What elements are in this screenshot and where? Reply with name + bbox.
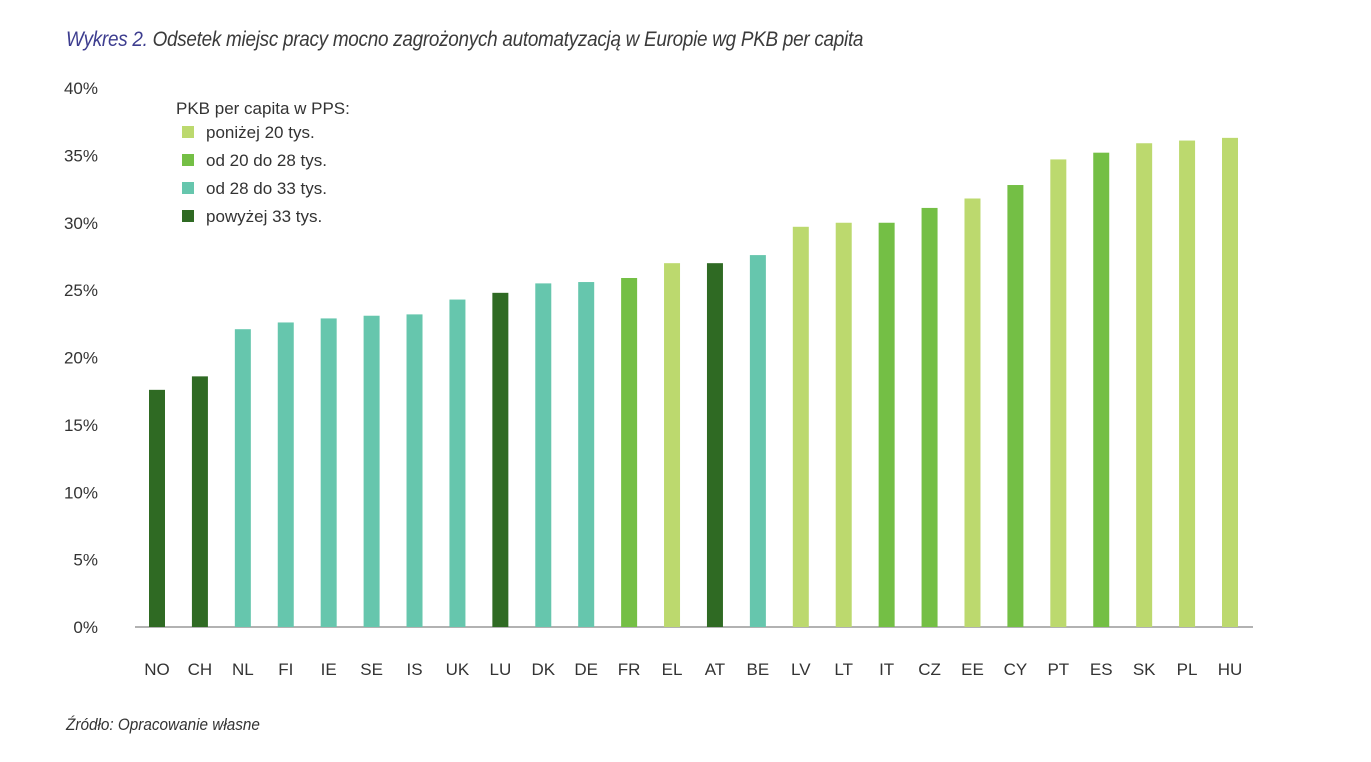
bar-sk: [1136, 143, 1153, 627]
x-tick-label: CY: [1004, 660, 1028, 679]
legend-label: poniżej 20 tys.: [206, 123, 315, 142]
legend-label: od 28 do 33 tys.: [206, 179, 327, 198]
x-tick-label: IT: [879, 660, 894, 679]
legend-title: PKB per capita w PPS:: [176, 99, 350, 118]
x-tick-label: PT: [1047, 660, 1069, 679]
bar-be: [749, 255, 766, 627]
bar-lv: [792, 226, 809, 628]
x-tick-label: SK: [1133, 660, 1156, 679]
legend-swatch-upper: [182, 182, 194, 194]
x-tick-label: NO: [144, 660, 170, 679]
x-tick-label: EE: [961, 660, 984, 679]
x-tick-label: LU: [489, 660, 511, 679]
y-tick-label: 0%: [73, 618, 98, 637]
bar-pt: [1050, 159, 1067, 628]
bar-ie: [320, 318, 337, 627]
x-tick-label: IE: [321, 660, 337, 679]
x-tick-label: BE: [747, 660, 770, 679]
bar-lt: [835, 222, 852, 627]
source-note: Źródło: Opracowanie własne: [66, 715, 260, 734]
y-tick-label: 20%: [64, 349, 98, 368]
y-tick-label: 10%: [64, 483, 98, 502]
x-tick-label: PL: [1177, 660, 1198, 679]
x-tick-label: LT: [834, 660, 853, 679]
bar-dk: [535, 283, 552, 627]
x-tick-label: DK: [531, 660, 555, 679]
bar-nl: [234, 329, 251, 627]
x-tick-label: CZ: [918, 660, 941, 679]
bar-ee: [964, 198, 981, 627]
x-tick-label: LV: [791, 660, 811, 679]
chart-title: Wykres 2. Odsetek miejsc pracy mocno zag…: [66, 28, 864, 51]
legend-swatch-mid: [182, 154, 194, 166]
bar-pl: [1179, 140, 1196, 628]
bar-it: [878, 222, 895, 627]
bar-cz: [921, 207, 938, 628]
y-tick-label: 15%: [64, 416, 98, 435]
y-tick-label: 35%: [64, 146, 98, 165]
bar-cy: [1007, 185, 1024, 627]
x-tick-label: FR: [618, 660, 641, 679]
bar-es: [1093, 152, 1110, 627]
bar-is: [406, 314, 423, 627]
y-tick-label: 5%: [73, 551, 98, 570]
bar-se: [363, 315, 380, 627]
x-tick-label: EL: [662, 660, 683, 679]
bar-fi: [277, 322, 294, 627]
y-tick-label: 40%: [64, 79, 98, 98]
x-tick-label: NL: [232, 660, 254, 679]
bar-no: [149, 389, 165, 627]
legend-swatch-high: [182, 210, 194, 222]
x-tick-label: DE: [574, 660, 598, 679]
bar-de: [578, 282, 595, 627]
bar-hu: [1222, 137, 1238, 628]
bar-ch: [191, 376, 208, 627]
legend-swatch-low: [182, 126, 194, 138]
bar-at: [706, 263, 723, 627]
x-tick-label: FI: [278, 660, 293, 679]
x-tick-label: UK: [446, 660, 470, 679]
x-tick-label: SE: [360, 660, 383, 679]
x-tick-label: ES: [1090, 660, 1113, 679]
x-tick-label: CH: [188, 660, 213, 679]
legend-label: powyżej 33 tys.: [206, 207, 322, 226]
legend-label: od 20 do 28 tys.: [206, 151, 327, 170]
y-tick-label: 25%: [64, 281, 98, 300]
bar-el: [664, 263, 681, 627]
bar-uk: [449, 299, 466, 627]
x-tick-label: AT: [705, 660, 725, 679]
y-tick-label: 30%: [64, 214, 98, 233]
x-tick-label: HU: [1218, 660, 1243, 679]
bar-lu: [492, 292, 509, 627]
bar-fr: [621, 277, 638, 627]
x-tick-label: IS: [406, 660, 422, 679]
